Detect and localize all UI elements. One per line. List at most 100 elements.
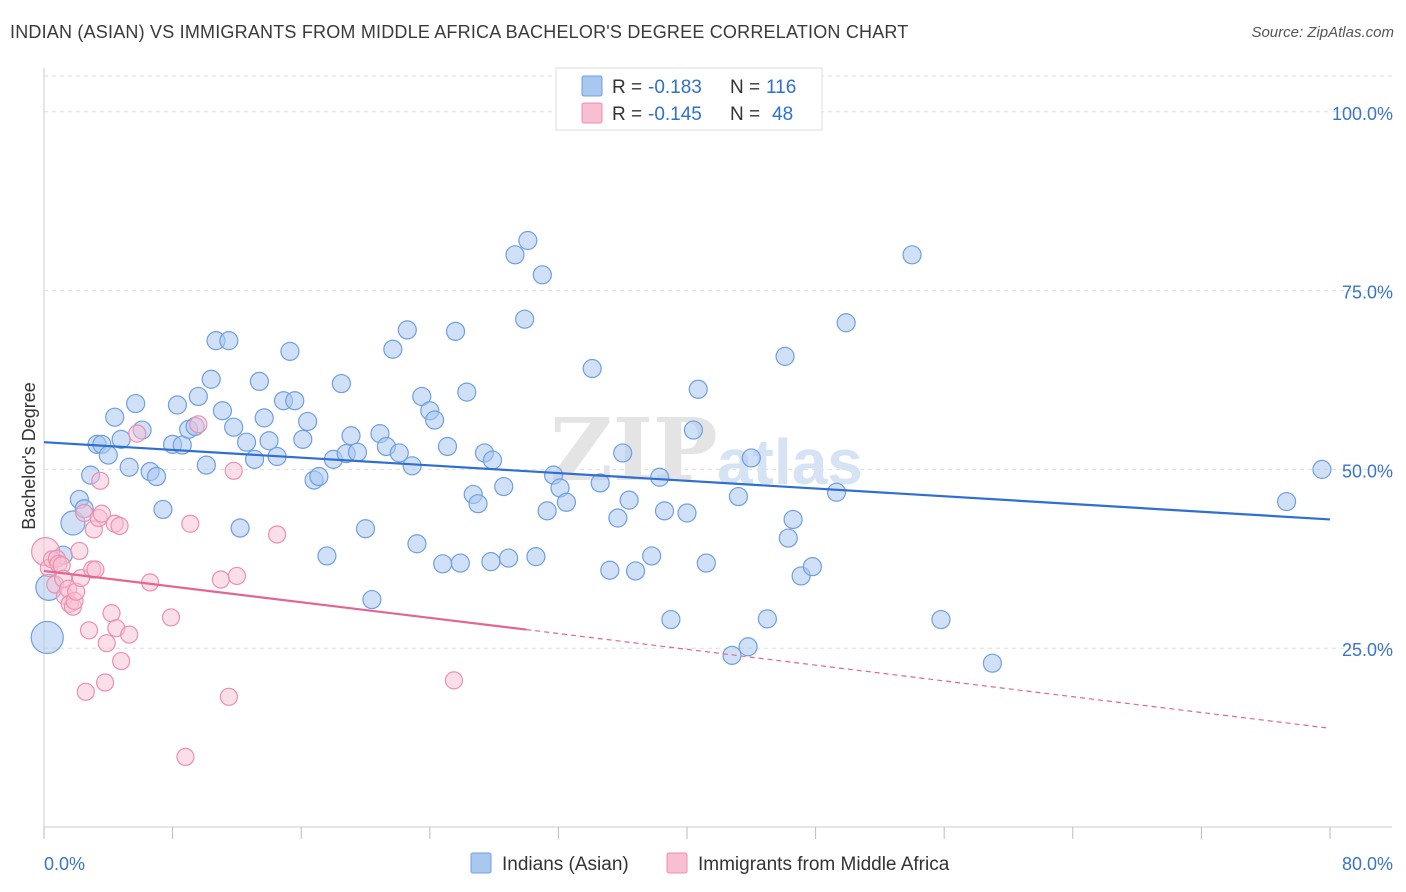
y-tick-label-0: 25.0%	[1342, 640, 1393, 660]
middle-africa-point-35	[161, 608, 181, 627]
legend-r-label-2: R =	[612, 104, 642, 125]
middle-africa-point-26	[97, 634, 116, 653]
y-tick-label-2: 75.0%	[1342, 283, 1393, 303]
indians-point-38	[280, 341, 300, 361]
legend-r-value-2: -0.145	[648, 104, 702, 125]
indians-point-65	[450, 553, 470, 573]
middle-africa-point-25	[95, 673, 115, 692]
indians-point-46	[331, 373, 351, 394]
middle-africa-point-18	[79, 621, 99, 640]
middle-africa-point-37	[181, 514, 200, 533]
series-middle-africa-points	[31, 415, 464, 767]
indians-point-112	[982, 653, 1003, 673]
indians-point-88	[619, 490, 639, 510]
indians-point-31	[236, 432, 257, 452]
indians-point-105	[783, 509, 803, 530]
indians-point-44	[317, 546, 337, 566]
middle-africa-point-44	[444, 671, 464, 690]
indians-point-63	[437, 436, 458, 457]
indians-point-72	[494, 476, 514, 497]
indians-point-78	[532, 265, 552, 285]
indians-point-40	[293, 429, 313, 449]
legend-n-value-1: 116	[766, 77, 796, 98]
indians-point-30	[230, 518, 250, 538]
indians-point-57	[402, 456, 422, 476]
indians-point-17	[153, 499, 173, 520]
indians-point-33	[249, 371, 270, 392]
indians-point-28	[219, 331, 239, 351]
indians-point-97	[696, 553, 716, 573]
indians-trend-line	[43, 441, 1331, 521]
middle-africa-point-17	[76, 682, 95, 701]
bottom-legend-label-2: Immigrants from Middle Africa	[698, 854, 950, 875]
middle-africa-trend-line	[43, 569, 527, 631]
indians-point-83	[582, 358, 602, 379]
series-legend: Indians (Asian) Immigrants from Middle A…	[470, 852, 950, 875]
indians-point-0	[30, 620, 64, 655]
indians-point-24	[196, 455, 216, 475]
x-tick-label-0: 0.0%	[44, 854, 85, 874]
indians-point-108	[826, 482, 847, 502]
indians-point-75	[515, 309, 535, 329]
indians-point-39	[285, 391, 305, 411]
chart-title: INDIAN (ASIAN) VS IMMIGRANTS FROM MIDDLE…	[10, 22, 909, 42]
indians-point-110	[902, 245, 922, 265]
indians-point-92	[654, 501, 675, 521]
indians-point-107	[802, 557, 822, 577]
indians-point-64	[445, 321, 466, 341]
source-note: Source: ZipAtlas.com	[1251, 24, 1394, 41]
indians-point-76	[518, 230, 538, 251]
indians-point-34	[254, 408, 274, 428]
indians-point-95	[683, 420, 704, 440]
indians-point-99	[728, 486, 749, 507]
indians-point-85	[600, 560, 620, 580]
indians-point-86	[608, 508, 628, 528]
x-tick-labels: 0.0% 80.0%	[44, 854, 1393, 874]
middle-africa-point-43	[267, 525, 287, 544]
indians-point-94	[677, 503, 697, 523]
indians-point-12	[119, 457, 139, 477]
x-tick-label-1: 80.0%	[1342, 854, 1393, 874]
indians-point-50	[355, 519, 376, 539]
indians-point-111	[931, 609, 951, 630]
middle-africa-point-30	[110, 516, 129, 535]
indians-point-25	[201, 369, 221, 389]
indians-point-19	[167, 395, 188, 415]
indians-point-89	[625, 561, 646, 581]
bottom-legend-swatch-blue	[470, 852, 492, 874]
watermark-zip: ZIP	[550, 400, 718, 501]
indians-point-29	[224, 417, 244, 437]
middle-africa-point-27	[102, 604, 121, 623]
indians-point-77	[526, 547, 546, 567]
indians-point-96	[688, 379, 708, 399]
indians-point-100	[738, 637, 758, 657]
indians-point-56	[397, 320, 417, 340]
legend-n-value-2: 48	[772, 104, 793, 125]
indians-point-54	[383, 339, 403, 359]
legend-swatch-pink	[581, 102, 603, 124]
indians-point-51	[362, 589, 382, 610]
indians-point-113	[1276, 491, 1297, 512]
axes	[43, 68, 1392, 839]
legend-n-label-2: N =	[730, 104, 760, 125]
indians-point-71	[481, 552, 501, 572]
indians-point-66	[457, 382, 477, 402]
indians-point-32	[244, 449, 265, 469]
middle-africa-point-32	[120, 625, 139, 644]
stats-legend: R = -0.183 N = 116 R = -0.145 N = 48	[555, 67, 823, 131]
indians-point-27	[212, 401, 233, 421]
indians-point-9	[98, 445, 118, 465]
middle-africa-point-42	[227, 566, 246, 586]
middle-africa-point-41	[224, 461, 243, 480]
bottom-legend-label-1: Indians (Asian)	[502, 854, 629, 875]
indians-point-61	[425, 410, 445, 430]
legend-r-label-1: R =	[612, 77, 642, 98]
y-tick-label-3: 100.0%	[1332, 104, 1393, 124]
indians-point-114	[1312, 459, 1332, 479]
indians-point-104	[778, 528, 798, 548]
indians-point-10	[105, 407, 125, 427]
indians-point-82	[556, 492, 577, 512]
indians-point-101	[741, 448, 761, 468]
indians-point-41	[298, 411, 318, 432]
y-axis-label: Bachelor's Degree	[19, 382, 39, 530]
